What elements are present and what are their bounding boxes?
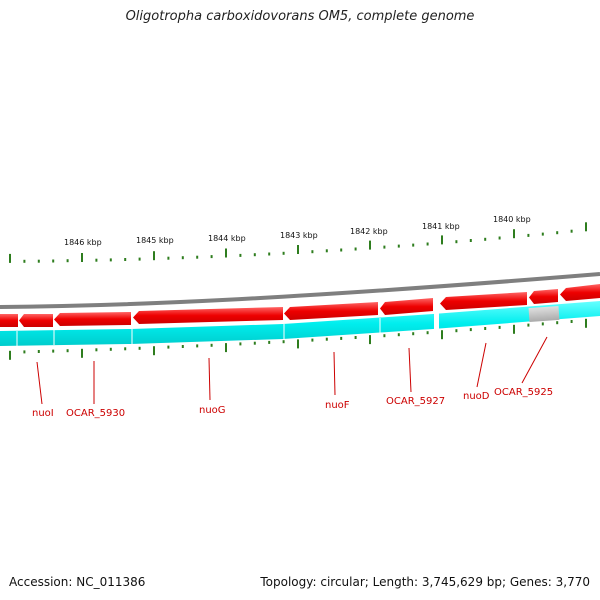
- reverse-strand-track: [0, 301, 600, 346]
- lower-scale-ticks: [9, 318, 587, 360]
- gene-labels: nuoI OCAR_5930 nuoG nuoF OCAR_5927 nuoD …: [32, 387, 553, 419]
- scale-label-1845: 1845 kbp: [136, 236, 174, 245]
- genome-backbone: [0, 272, 600, 309]
- leader-line-nuoF: [333, 351, 336, 396]
- gene-arrow[interactable]: [0, 314, 18, 327]
- scale-label-1840: 1840 kbp: [493, 215, 531, 224]
- forward-strand-track: [0, 284, 600, 327]
- scale-labels: 1846 kbp 1845 kbp 1844 kbp 1843 kbp 1842…: [64, 215, 531, 247]
- pseudogene-block: [528, 305, 560, 323]
- leader-line-ocar5927: [408, 347, 412, 393]
- gene-label-leaders: [36, 336, 548, 405]
- gene-label-nuoD[interactable]: nuoD: [463, 391, 490, 402]
- gene-label-ocar5925[interactable]: OCAR_5925: [494, 387, 553, 398]
- gene-label-nuoI[interactable]: nuoI: [32, 408, 54, 419]
- scale-label-1844: 1844 kbp: [208, 234, 246, 243]
- gene-arrow[interactable]: [560, 284, 600, 301]
- genome-summary-text: Topology: circular; Length: 3,745,629 bp…: [260, 575, 590, 589]
- map-title: Oligotropha carboxidovorans OM5, complet…: [125, 9, 475, 24]
- gene-label-ocar5930[interactable]: OCAR_5930: [66, 408, 125, 419]
- gene-arrow-ocar5930[interactable]: [54, 312, 131, 326]
- reverse-band: [0, 301, 600, 346]
- accession-text: Accession: NC_011386: [9, 575, 146, 589]
- gene-arrow-ocar5927[interactable]: [380, 298, 433, 315]
- gene-label-nuoF[interactable]: nuoF: [325, 400, 350, 411]
- leader-line-nuoG: [208, 357, 211, 401]
- scale-label-1841: 1841 kbp: [422, 222, 460, 231]
- gene-label-ocar5927[interactable]: OCAR_5927: [386, 396, 445, 407]
- upper-scale-ticks: [9, 222, 587, 263]
- gene-arrow-nuoI[interactable]: [19, 314, 53, 327]
- leader-line-nuoD: [476, 342, 487, 388]
- gene-arrow-nuoG[interactable]: [133, 307, 283, 324]
- scale-label-1843: 1843 kbp: [280, 231, 318, 240]
- leader-line-ocar5925: [521, 336, 548, 384]
- gene-arrow-nuoD[interactable]: [440, 292, 527, 310]
- track-gap: [434, 312, 439, 332]
- scale-label-1842: 1842 kbp: [350, 227, 388, 236]
- leader-line-nuoI: [36, 361, 43, 405]
- gene-arrow-ocar5925[interactable]: [529, 289, 558, 304]
- gene-label-nuoG[interactable]: nuoG: [199, 405, 226, 416]
- gene-arrow-nuoF[interactable]: [284, 302, 378, 320]
- scale-label-1846: 1846 kbp: [64, 238, 102, 247]
